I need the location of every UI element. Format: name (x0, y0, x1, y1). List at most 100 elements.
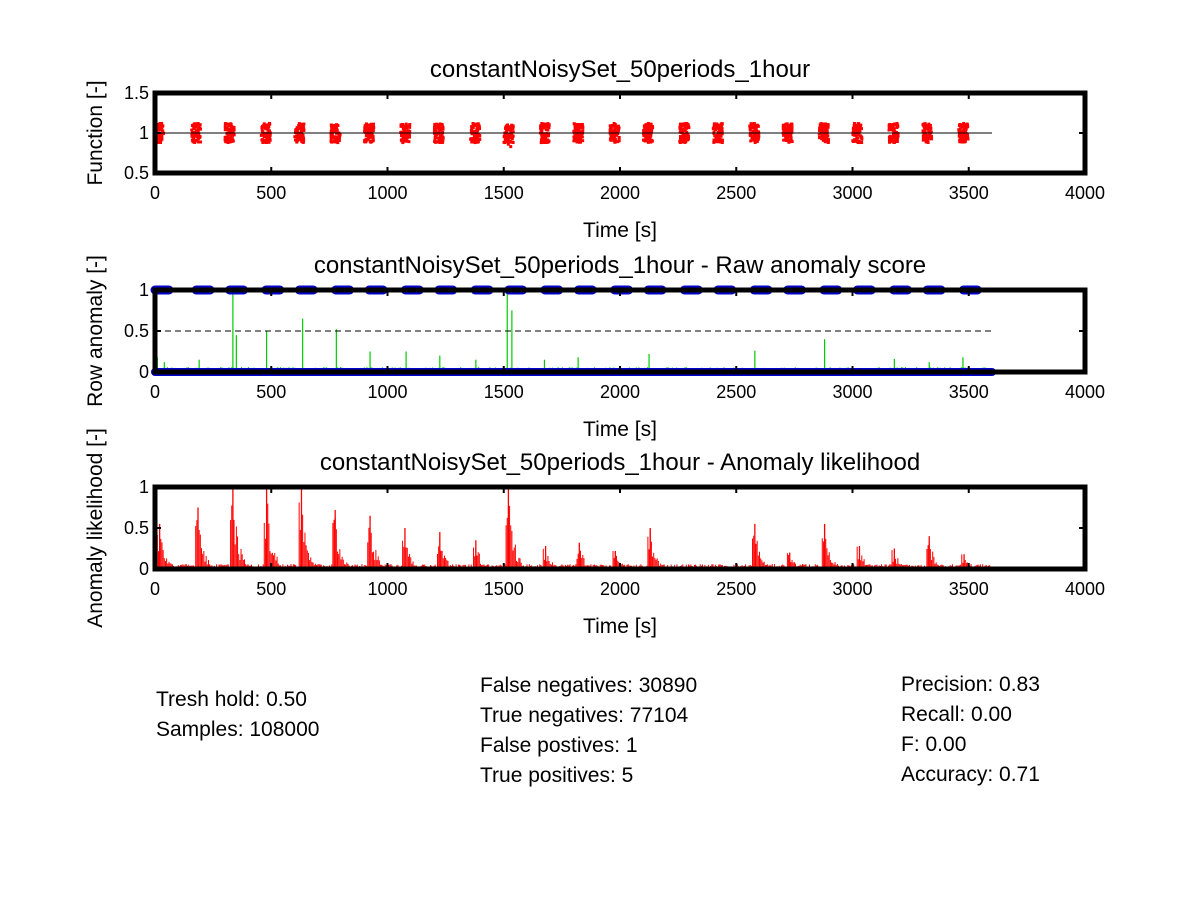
data-point (851, 139, 855, 143)
data-point (401, 122, 405, 126)
data-point (715, 134, 719, 138)
x-tick-label: 500 (256, 579, 286, 599)
data-point (678, 137, 682, 141)
data-point (574, 135, 578, 139)
data-point (756, 135, 760, 139)
data-point (158, 127, 162, 131)
y-tick-label: 0.5 (124, 321, 149, 341)
data-point (228, 130, 232, 134)
data-point (511, 130, 515, 134)
data-point (160, 121, 164, 125)
false-positives-stat: False postives: 1 (480, 734, 638, 757)
x-tick-label: 4000 (1065, 183, 1105, 203)
data-point (781, 125, 785, 129)
data-point (472, 123, 476, 127)
data-point (857, 139, 861, 143)
data-point (720, 138, 724, 142)
data-point (712, 130, 716, 134)
data-point (332, 126, 336, 130)
data-point (785, 139, 789, 143)
data-point (541, 140, 545, 144)
data-point (716, 125, 720, 129)
x-tick-label: 3500 (949, 579, 989, 599)
y-axis-label: Anomaly likelihood [-] (84, 428, 107, 628)
data-point (751, 129, 755, 133)
data-point (784, 135, 788, 139)
data-point (826, 134, 830, 138)
data-point (961, 135, 965, 139)
data-point (752, 124, 756, 128)
data-point (610, 136, 614, 140)
data-point (192, 126, 196, 130)
data-point (749, 139, 753, 143)
data-point (504, 132, 508, 136)
data-point (577, 132, 581, 136)
data-point (336, 141, 340, 145)
data-point (825, 125, 829, 129)
data-point (781, 127, 785, 131)
x-axis-label: Time [s] (583, 219, 657, 242)
data-point (470, 125, 474, 129)
data-point (330, 124, 334, 128)
data-point (921, 135, 925, 139)
data-point (613, 137, 617, 141)
data-point (824, 138, 828, 142)
data-point (684, 140, 688, 144)
data-point (860, 136, 864, 140)
data-point (958, 132, 962, 136)
data-point (646, 121, 650, 125)
data-point (790, 126, 794, 130)
data-point (718, 134, 722, 138)
data-point (407, 135, 411, 139)
data-point (438, 140, 442, 144)
data-point (226, 122, 230, 126)
data-point (887, 124, 891, 128)
data-point (159, 138, 163, 142)
x-tick-label: 2000 (600, 183, 640, 203)
data-point (757, 130, 761, 134)
data-point (302, 128, 306, 132)
data-point (199, 140, 203, 144)
data-point (855, 124, 859, 128)
data-point (714, 136, 718, 140)
data-point (330, 132, 334, 136)
data-point (649, 123, 653, 127)
data-point (260, 128, 264, 132)
data-point (817, 129, 821, 133)
f-score-stat: F: 0.00 (901, 733, 967, 756)
data-point (613, 122, 617, 126)
data-point (232, 126, 236, 130)
data-point (823, 128, 827, 132)
data-point (687, 125, 691, 129)
data-point (922, 133, 926, 137)
x-axis-label: Time [s] (583, 615, 657, 638)
data-point (440, 123, 444, 127)
data-point (509, 129, 513, 133)
data-point (368, 132, 372, 136)
data-point (858, 129, 862, 133)
data-point (295, 130, 299, 134)
data-point (301, 136, 305, 140)
data-point (506, 138, 510, 142)
data-point (230, 137, 234, 141)
data-point (852, 126, 856, 130)
data-point (504, 139, 508, 143)
data-point (827, 138, 831, 142)
data-point (965, 122, 969, 126)
data-point (922, 129, 926, 133)
data-point (547, 123, 551, 127)
data-point (226, 139, 230, 143)
data-point (712, 132, 716, 136)
data-point (400, 138, 404, 142)
y-axis-label: Function [-] (84, 80, 107, 185)
data-point (647, 129, 651, 133)
threshold-stat: Tresh hold: 0.50 (156, 688, 307, 711)
data-point (820, 124, 824, 128)
data-point (751, 126, 755, 130)
data-point (471, 126, 475, 130)
data-point (854, 139, 858, 143)
data-point (197, 132, 201, 136)
data-point (363, 125, 367, 129)
data-point (545, 134, 549, 138)
data-point (364, 134, 368, 138)
